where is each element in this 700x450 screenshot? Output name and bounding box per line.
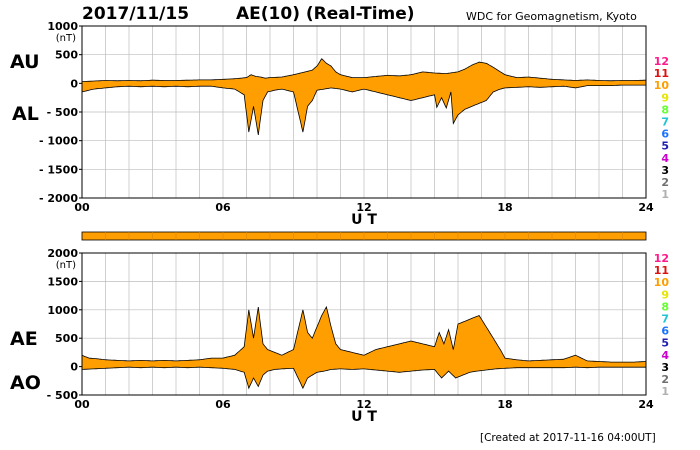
chart-date: 2017/11/15 — [82, 4, 190, 24]
au-al-panel: 1000 500 0 - 500 - 1000 - 1500 - 2000 (nT) 00 06 1… — [39, 20, 669, 228]
station-number: 5 — [661, 337, 669, 350]
station-number: 7 — [661, 116, 669, 129]
y-tick-label: 0 — [70, 77, 78, 90]
x-tick-label: 00 — [74, 201, 90, 214]
station-number: 10 — [654, 276, 670, 289]
created-timestamp: [Created at 2017-11-16 04:00UT] — [480, 432, 656, 444]
series-line-al — [81, 84, 646, 135]
y-tick-label: - 1000 — [39, 135, 78, 148]
y-tick-label: - 500 — [47, 389, 79, 402]
station-number: 2 — [661, 373, 669, 386]
y-tick-label: - 1500 — [39, 163, 78, 176]
x-tick-label: 24 — [638, 201, 654, 214]
x-tick-label: 12 — [356, 201, 371, 214]
series-line-ae — [81, 305, 646, 363]
station-number: 12 — [654, 252, 669, 265]
y-tick-label: 0 — [70, 361, 78, 374]
station-number: 10 — [654, 79, 670, 92]
station-number: 5 — [661, 140, 669, 153]
x-tick-label: 12 — [356, 398, 371, 411]
station-number: 9 — [661, 91, 669, 104]
au-label: AU — [10, 51, 40, 73]
station-number: 1 — [661, 188, 669, 201]
x-axis-label: U T — [351, 409, 377, 425]
ae-label: AE — [10, 328, 38, 350]
al-label: AL — [12, 103, 39, 125]
station-number: 4 — [661, 349, 669, 362]
series-line-ao — [82, 366, 646, 390]
y-tick-label: - 500 — [47, 106, 79, 119]
ao-label: AO — [10, 372, 41, 394]
station-number: 3 — [661, 164, 669, 177]
station-number: 11 — [654, 67, 669, 80]
y-tick-label: 1500 — [47, 275, 78, 288]
station-number: 3 — [661, 361, 669, 374]
y-tick-label: 1000 — [47, 304, 78, 317]
x-axis-label: U T — [351, 212, 377, 228]
x-tick-label: 00 — [74, 398, 90, 411]
station-number: 2 — [661, 176, 669, 189]
y-unit-label: (nT) — [56, 33, 76, 44]
y-tick-label: 500 — [55, 332, 78, 345]
au-al-area-fill — [82, 58, 646, 135]
y-unit-label: (nT) — [56, 260, 76, 271]
chart-title: AE(10) (Real-Time) — [236, 4, 415, 24]
y-tick-label: 1000 — [47, 20, 78, 33]
station-number: 1 — [661, 385, 669, 398]
station-number: 8 — [661, 103, 669, 116]
x-tick-label: 18 — [497, 201, 512, 214]
x-tick-label: 18 — [497, 398, 512, 411]
y-tick-label: - 2000 — [39, 192, 78, 205]
ae-ao-frame — [81, 252, 647, 396]
station-number: 11 — [654, 264, 669, 277]
station-number: 6 — [661, 325, 669, 338]
station-number: 12 — [654, 55, 669, 68]
y-tick-label: 500 — [55, 49, 78, 62]
station-coverage-bar — [81, 231, 647, 241]
station-number: 7 — [661, 313, 669, 326]
x-tick-label: 24 — [638, 398, 654, 411]
station-number: 6 — [661, 128, 669, 141]
y-tick-label: 2000 — [47, 247, 78, 260]
station-number: 4 — [661, 152, 669, 165]
x-tick-label: 06 — [215, 201, 231, 214]
station-number: 9 — [661, 288, 669, 301]
x-tick-label: 06 — [215, 398, 231, 411]
station-number: 8 — [661, 300, 669, 313]
series-line-au — [82, 58, 646, 82]
data-source-label: WDC for Geomagnetism, Kyoto — [466, 10, 637, 23]
